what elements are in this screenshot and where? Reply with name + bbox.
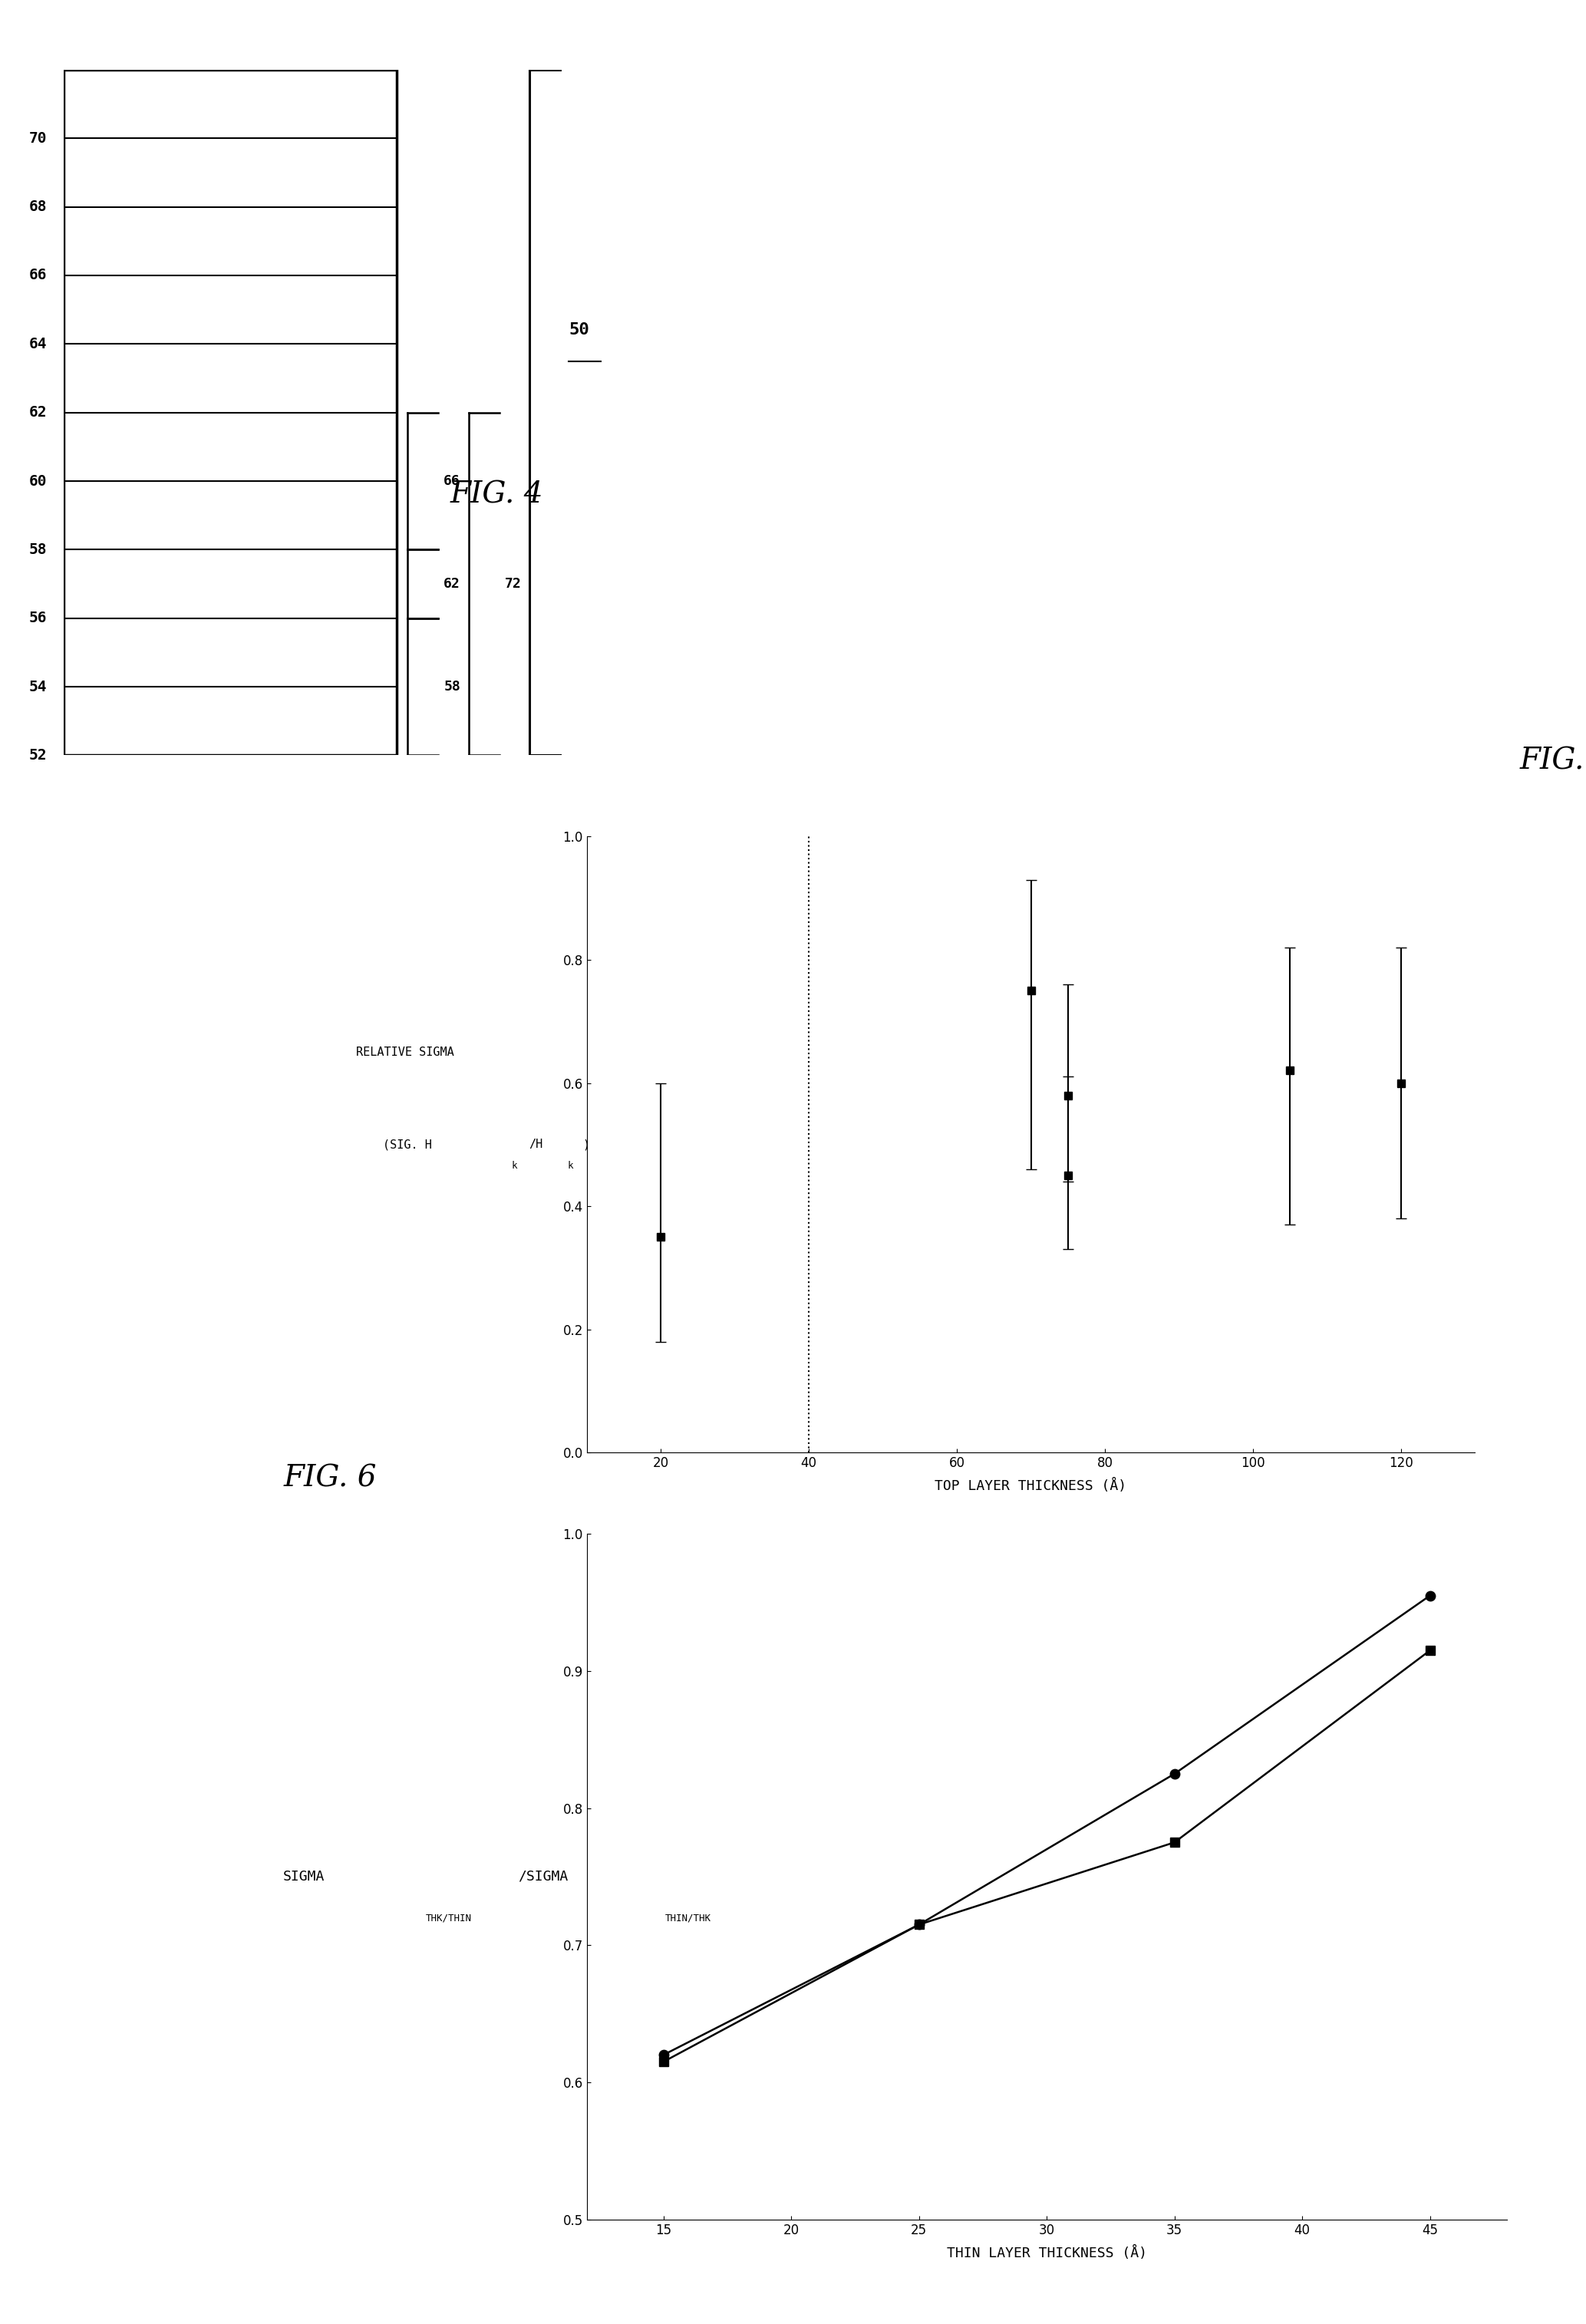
Text: 70: 70 (29, 130, 48, 146)
Text: 66: 66 (29, 267, 48, 284)
Text: 66: 66 (444, 474, 460, 488)
Text: RELATIVE SIGMA: RELATIVE SIGMA (355, 1046, 454, 1057)
Text: THIN/THK: THIN/THK (665, 1913, 711, 1922)
Text: 56: 56 (29, 611, 48, 625)
Text: /SIGMA: /SIGMA (517, 1871, 568, 1882)
Text: 54: 54 (29, 679, 48, 695)
Text: 62: 62 (29, 404, 48, 421)
Text: 72: 72 (504, 576, 522, 590)
Text: /H: /H (530, 1139, 542, 1150)
X-axis label: TOP LAYER THICKNESS (Å): TOP LAYER THICKNESS (Å) (934, 1478, 1128, 1494)
Text: SIGMA: SIGMA (284, 1871, 325, 1882)
Text: FIG. 5: FIG. 5 (1519, 746, 1586, 774)
Text: 58: 58 (29, 541, 48, 558)
Text: THK/THIN: THK/THIN (425, 1913, 473, 1922)
Text: FIG. 6: FIG. 6 (284, 1464, 376, 1492)
Text: ): ) (582, 1139, 590, 1150)
Text: 58: 58 (444, 681, 460, 693)
Text: FIG. 4: FIG. 4 (450, 481, 542, 509)
Text: 50: 50 (569, 323, 588, 337)
Bar (63, 70, 396, 755)
X-axis label: THIN LAYER THICKNESS (Å): THIN LAYER THICKNESS (Å) (947, 2245, 1147, 2261)
Text: 60: 60 (29, 474, 48, 488)
Text: 62: 62 (444, 576, 460, 590)
Text: 68: 68 (29, 200, 48, 214)
Text: 64: 64 (29, 337, 48, 351)
Text: k: k (568, 1162, 573, 1171)
Text: 52: 52 (29, 748, 48, 762)
Text: (SIG. H: (SIG. H (382, 1139, 431, 1150)
Text: k: k (511, 1162, 517, 1171)
